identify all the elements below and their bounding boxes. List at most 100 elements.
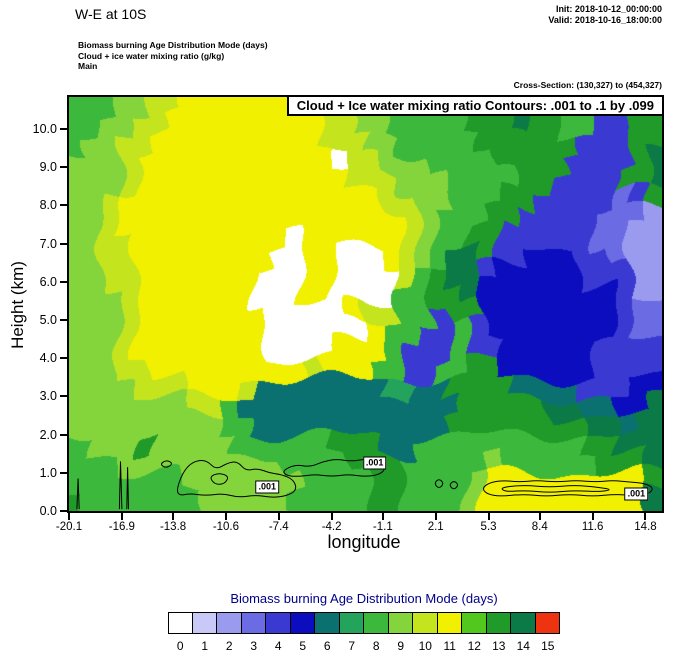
colorbar-cell-1 (192, 612, 217, 634)
cloud-contour-spike-far-left (76, 478, 80, 510)
y-axis-tick (60, 166, 67, 169)
y-axis-tick (60, 357, 67, 360)
cloud-contour-blob-a-inner (210, 473, 229, 485)
colorbar (168, 612, 560, 634)
contour-value-label: .001 (362, 456, 387, 470)
contour-legend-box: Cloud + Ice water mixing ratio Contours:… (286, 95, 664, 116)
colorbar-tick-label: 9 (397, 639, 405, 653)
cloud-contour-blob-d (483, 480, 653, 497)
colorbar-tick-label: 13 (492, 639, 506, 653)
y-tick-label: 1.0 (39, 465, 57, 480)
x-axis-tick (224, 513, 227, 520)
colorbar-cell-6 (315, 612, 340, 634)
cloud-contour-blob-c2 (449, 481, 459, 490)
y-axis-label: Height (km) (8, 261, 27, 349)
colorbar-tick-label: 7 (348, 639, 356, 653)
y-axis-tick (60, 433, 67, 436)
colorbar-cell-13 (486, 612, 511, 634)
colorbar-cell-9 (388, 612, 413, 634)
colorbar-tick-label: 6 (323, 639, 331, 653)
cloud-contour-blob-d-inner (501, 485, 610, 493)
x-axis-tick (591, 513, 594, 520)
cloud-contour-bump-1 (161, 460, 172, 468)
x-tick-label: 8.4 (531, 521, 548, 533)
x-tick-label: -7.4 (268, 521, 289, 533)
x-axis-tick (172, 513, 175, 520)
y-tick-label: 8.0 (39, 198, 57, 213)
x-axis-label: longitude (327, 532, 401, 552)
colorbar-cell-2 (217, 612, 242, 634)
cloud-contour-spike-1 (118, 461, 123, 510)
colorbar-cell-14 (511, 612, 536, 634)
colorbar-tick-label: 5 (299, 639, 307, 653)
colorbar-tick-label: 11 (443, 639, 456, 653)
field-line-3: Main (78, 61, 98, 71)
colorbar-cell-10 (413, 612, 438, 634)
y-axis-tick (60, 395, 67, 398)
y-axis-tick (60, 471, 67, 474)
x-axis-tick (644, 513, 647, 520)
x-tick-label: 11.6 (581, 521, 604, 533)
colorbar-title: Biomass burning Age Distribution Mode (d… (230, 591, 498, 606)
colorbar-cell-11 (437, 612, 462, 634)
colorbar-tick-label: 14 (516, 639, 530, 653)
x-axis-tick (381, 513, 384, 520)
x-tick-label: -1.1 (372, 521, 393, 533)
y-axis-tick (60, 242, 67, 245)
y-axis-tick (60, 128, 67, 131)
x-axis-tick (120, 513, 123, 520)
x-axis-tick (330, 513, 333, 520)
colorbar-cell-5 (290, 612, 315, 634)
cloud-contour-overlay (76, 459, 653, 510)
colorbar-tick-label: 12 (467, 639, 481, 653)
init-time-label: Init: 2018-10-12_00:00:00 (555, 4, 662, 14)
cloud-contour-blob-c1 (434, 479, 444, 488)
x-axis-tick (68, 513, 70, 520)
x-tick-label: -20.1 (55, 521, 83, 533)
field-description: Biomass burning Age Distribution Mode (d… (78, 40, 268, 72)
x-tick-label: -4.2 (321, 521, 342, 533)
colorbar-tick-label: 0 (176, 639, 184, 653)
x-tick-label: 5.3 (480, 521, 497, 533)
cross-section-coordinates: Cross-Section: (130,327) to (454,327) (513, 80, 662, 90)
x-axis-tick (277, 513, 280, 520)
colorbar-cell-4 (266, 612, 291, 634)
y-tick-label: 4.0 (39, 351, 57, 366)
y-tick-label: 3.0 (39, 389, 57, 404)
y-axis-tick (60, 280, 67, 283)
colorbar-tick-label: 10 (418, 639, 432, 653)
plot-area: Cloud + Ice water mixing ratio Contours:… (67, 95, 664, 513)
field-line-1: Biomass burning Age Distribution Mode (d… (78, 40, 268, 50)
colorbar-cell-15 (535, 612, 560, 634)
contour-value-label: .001 (255, 480, 279, 494)
colorbar-cell-8 (364, 612, 389, 634)
colorbar-tick-label: 2 (225, 639, 233, 653)
field-line-2: Cloud + ice water mixing ratio (g/kg) (78, 50, 225, 61)
x-tick-label: -13.8 (159, 521, 187, 533)
cloud-contour-spike-2 (126, 467, 129, 510)
y-axis-tick (60, 319, 67, 322)
colorbar-cell-0 (168, 612, 193, 634)
y-tick-label: 2.0 (39, 427, 57, 442)
x-tick-label: -10.6 (212, 521, 240, 533)
colorbar-tick-label: 1 (201, 639, 209, 653)
cloud-contour-blob-a (176, 459, 297, 498)
colorbar-tick-labels: 0 1 2 3 4 5 6 7 8 9 10 11 12 13 14 15 (168, 639, 560, 653)
model-times: Init: 2018-10-12_00:00:00 Valid: 2018-10… (548, 4, 662, 26)
y-tick-label: 7.0 (39, 236, 57, 251)
x-axis-tick (434, 513, 437, 520)
x-tick-label: 2.1 (427, 521, 444, 533)
y-tick-label: 10.0 (32, 122, 57, 137)
x-axis-tick (487, 513, 490, 520)
y-tick-label: 6.0 (39, 274, 57, 289)
y-tick-label: 0.0 (39, 504, 57, 518)
colorbar-tick-label: 3 (250, 639, 258, 653)
colorbar-tick-label: 4 (274, 639, 282, 653)
y-axis-tick (60, 204, 67, 207)
colorbar-tick-label: 8 (372, 639, 380, 653)
page-title: W-E at 10S (75, 6, 147, 22)
colorbar-cell-3 (241, 612, 266, 634)
contour-value-label: .001 (624, 487, 649, 501)
colorbar-cell-12 (462, 612, 487, 634)
